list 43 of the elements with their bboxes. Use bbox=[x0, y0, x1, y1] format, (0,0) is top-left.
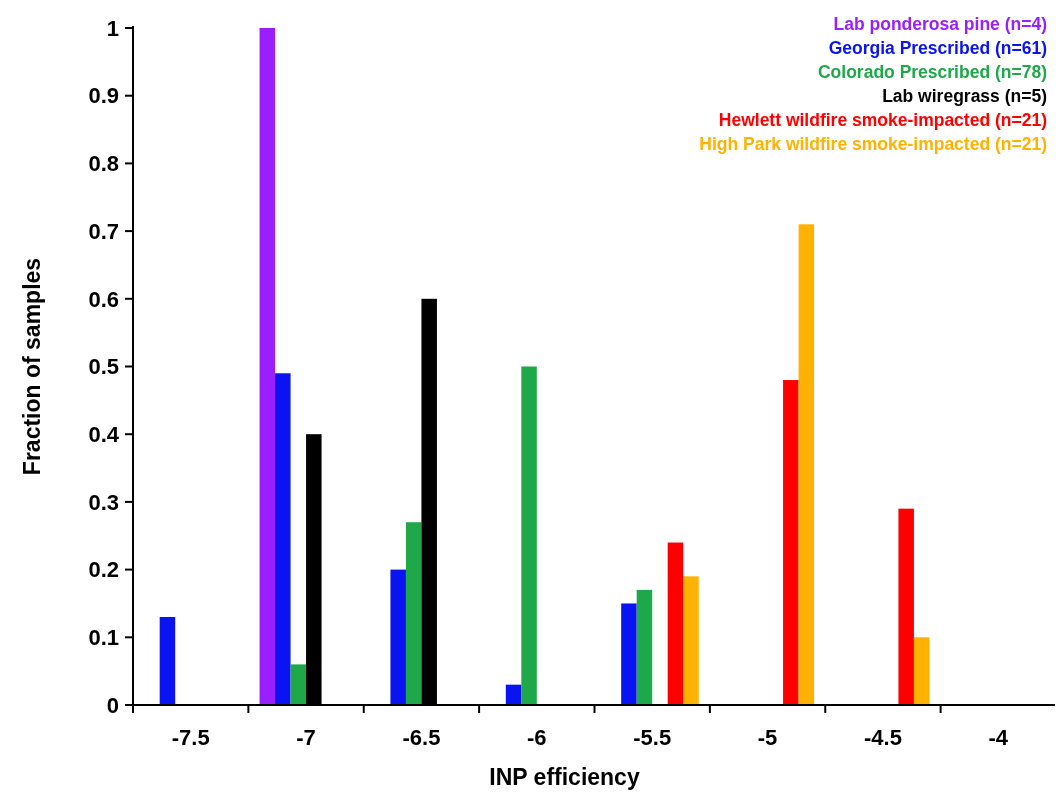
y-tick-label: 0.1 bbox=[88, 625, 119, 650]
y-tick-label: 0.3 bbox=[88, 489, 119, 515]
x-tick-label: -6.5 bbox=[402, 725, 441, 750]
text: Lab wiregrass (n=5) bbox=[882, 86, 1047, 106]
text: Colorado Prescribed (n=78) bbox=[817, 62, 1047, 82]
y-tick-label: 0.4 bbox=[88, 421, 120, 447]
bar bbox=[898, 508, 914, 705]
y-tick-label: 0.8 bbox=[88, 151, 119, 177]
y-tick-label: 0.9 bbox=[88, 83, 119, 109]
text: Lab ponderosa pine (n=4) bbox=[833, 14, 1047, 34]
text: High Park wildfire smoke-impacted (n=21) bbox=[699, 134, 1047, 154]
bar bbox=[275, 373, 291, 705]
x-tick-label: -7 bbox=[296, 725, 316, 750]
bar bbox=[913, 637, 930, 705]
bar bbox=[505, 684, 522, 705]
y-tick-label: 1 bbox=[106, 15, 119, 41]
bar bbox=[259, 28, 276, 705]
bar bbox=[683, 576, 699, 705]
text: Hewlett wildfire smoke-impacted (n=21) bbox=[718, 110, 1047, 130]
y-tick-label: 0.2 bbox=[88, 557, 119, 583]
bar bbox=[290, 664, 307, 705]
bar bbox=[159, 616, 176, 705]
x-tick-label: -5.5 bbox=[633, 725, 672, 750]
bar bbox=[621, 603, 637, 705]
x-tick-label: -5 bbox=[757, 725, 778, 750]
x-tick-label: -7.5 bbox=[171, 725, 210, 750]
y-tick-label: 0 bbox=[106, 692, 119, 718]
text: Georgia Prescribed (n=61) bbox=[828, 38, 1047, 58]
x-tick-label: -4.5 bbox=[863, 725, 902, 750]
bar bbox=[798, 224, 815, 705]
x-tick-label: -6 bbox=[527, 725, 547, 750]
y-tick-label: 0.5 bbox=[88, 354, 119, 380]
y-axis-title: Fraction of samples bbox=[19, 257, 45, 476]
x-tick-label: -4 bbox=[988, 725, 1009, 750]
x-axis-title: INP efficiency bbox=[489, 764, 640, 790]
bar bbox=[667, 542, 684, 705]
bar bbox=[390, 569, 406, 705]
bar bbox=[405, 522, 422, 705]
bar bbox=[783, 380, 799, 705]
y-tick-label: 0.7 bbox=[88, 218, 119, 244]
y-tick-label: 0.6 bbox=[88, 286, 119, 312]
bar bbox=[521, 366, 537, 705]
bar bbox=[636, 589, 653, 705]
